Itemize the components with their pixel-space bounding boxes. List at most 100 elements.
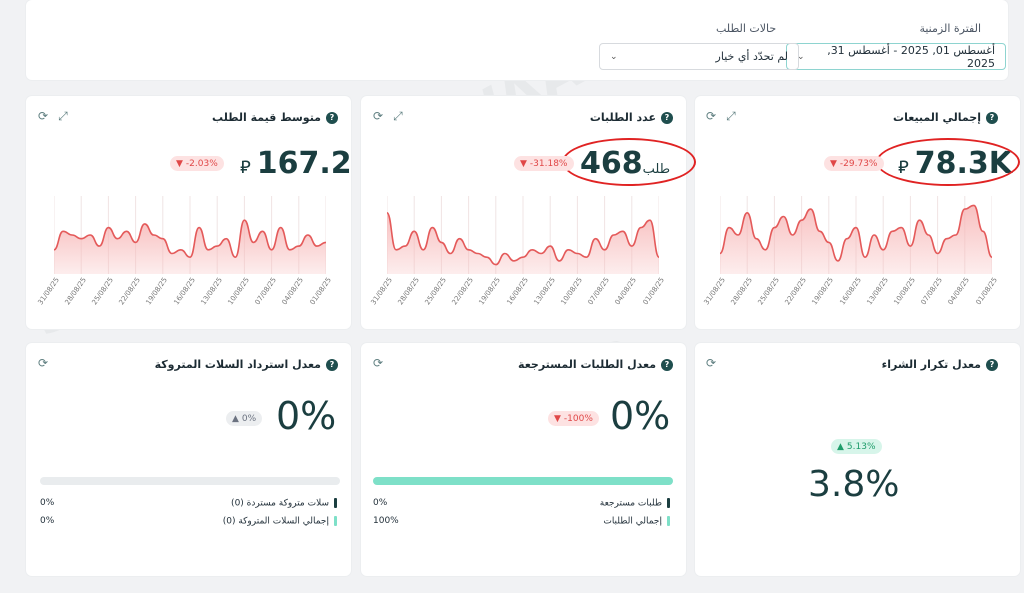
card-tools: ⟳ ⤢ — [706, 109, 736, 124]
x-tick-label: 13/08/25 — [865, 276, 890, 307]
change-badge: ▼ -29.73% — [824, 156, 884, 171]
refresh-icon[interactable]: ⟳ — [38, 356, 49, 370]
value-text: 167.2 — [256, 146, 352, 181]
x-tick-label: 28/08/25 — [396, 276, 421, 307]
help-icon[interactable]: ? — [661, 358, 673, 371]
sparkline-line — [720, 204, 992, 262]
sparkline-area — [54, 220, 326, 274]
date-range-picker[interactable]: ⌄ أغسطس 01, 2025 - أغسطس 31, 2025 — [786, 43, 1006, 70]
card-title: إجمالي المبيعات ? — [893, 111, 998, 124]
x-tick-label: 19/08/25 — [477, 276, 503, 307]
card-abandoned-rate — [26, 343, 351, 576]
x-tick-label: 07/08/25 — [919, 276, 945, 307]
x-tick-label: 04/08/25 — [613, 276, 639, 307]
legend-label: سلات متروكة مستردة (0) — [231, 498, 329, 509]
x-axis-labels: 01/08/25 04/08/25 07/08/25 10/08/25 13/08/25… — [36, 276, 333, 307]
help-icon[interactable]: ? — [326, 358, 338, 371]
legend-label: إجمالي الطلبات — [603, 516, 662, 527]
help-icon[interactable]: ? — [986, 358, 998, 371]
card-title: معدل الطلبات المسترجعة ? — [518, 358, 673, 371]
x-tick-label: 22/08/25 — [783, 276, 809, 307]
x-tick-label: 25/08/25 — [90, 276, 115, 307]
help-icon[interactable]: ? — [326, 111, 338, 124]
x-tick-label: 13/08/25 — [532, 276, 557, 307]
x-tick-label: 28/08/25 — [63, 276, 88, 307]
sparkline-line — [387, 212, 659, 266]
x-tick-label: 10/08/25 — [892, 276, 917, 307]
sparkline-line — [54, 219, 326, 259]
chevron-down-icon: ⌄ — [797, 51, 805, 62]
sparkline-area — [720, 205, 992, 274]
order-status-value: لم تحدّد أي خيار — [715, 50, 788, 63]
card-avg-order — [26, 96, 351, 329]
card-repeat-rate — [695, 343, 1020, 576]
x-tick-label: 10/08/25 — [559, 276, 584, 307]
abandoned-progress-bar — [40, 477, 340, 485]
x-tick-label: 19/08/25 — [810, 276, 836, 307]
aov-sparkline — [54, 196, 326, 274]
change-badge: ▼ -31.18% — [514, 156, 574, 171]
card-tools: ⟳ — [38, 356, 48, 370]
annotation-circle — [562, 138, 696, 186]
card-title: معدل تكرار الشراء ? — [882, 358, 998, 371]
big-value: 0% — [276, 394, 337, 438]
card-title: معدل استرداد السلات المتروكة ? — [155, 358, 338, 371]
legend-value: 100% — [373, 516, 399, 527]
x-tick-label: 13/08/25 — [199, 276, 224, 307]
refresh-icon[interactable]: ⟳ — [373, 109, 384, 123]
expand-icon[interactable]: ⤢ — [726, 109, 736, 123]
card-tools: ⟳ ⤢ — [373, 109, 403, 124]
x-tick-label: 25/08/25 — [423, 276, 448, 307]
x-tick-label: 25/08/25 — [756, 276, 781, 307]
change-badge: ▲ 5.13% — [831, 439, 882, 454]
chevron-down-icon: ⌄ — [610, 51, 618, 62]
annotation-circle — [876, 138, 1020, 186]
title-text: معدل استرداد السلات المتروكة — [154, 358, 321, 371]
title-text: عدد الطلبات — [589, 111, 656, 124]
legend-row: 0% إجمالي السلات المتروكة (0) — [40, 516, 337, 527]
currency-riyal-icon: ⃁ — [240, 157, 251, 178]
legend-row: 0% طلبات مسترجعة — [373, 498, 670, 509]
expand-icon[interactable]: ⤢ — [393, 109, 403, 123]
period-label: الفترة الزمنية — [919, 22, 981, 35]
title-text: إجمالي المبيعات — [893, 111, 981, 124]
order-status-select[interactable]: ⌄ لم تحدّد أي خيار — [599, 43, 799, 70]
refresh-icon[interactable]: ⟳ — [706, 356, 717, 370]
legend-label: طلبات مسترجعة — [599, 498, 662, 509]
x-tick-label: 22/08/25 — [117, 276, 143, 307]
x-tick-label: 19/08/25 — [144, 276, 170, 307]
title-text: متوسط قيمة الطلب — [212, 111, 321, 124]
card-title: متوسط قيمة الطلب ? — [212, 111, 338, 124]
legend-value: 0% — [40, 516, 55, 527]
sparkline-area — [387, 212, 659, 274]
filter-bar: الفترة الزمنية ⌄ أغسطس 01, 2025 - أغسطس … — [26, 0, 1008, 80]
x-tick-label: 22/08/25 — [450, 276, 476, 307]
legend-row: 0% سلات متروكة مستردة (0) — [40, 498, 337, 509]
card-tools: ⟳ — [373, 356, 383, 370]
card-returned-rate — [361, 343, 686, 576]
x-tick-label: 07/08/25 — [253, 276, 279, 307]
card-tools: ⟳ — [706, 356, 716, 370]
change-badge: ▲ 0% — [226, 411, 263, 426]
expand-icon[interactable]: ⤢ — [58, 109, 68, 123]
x-tick-label: 04/08/25 — [280, 276, 306, 307]
returned-progress-bar — [373, 477, 673, 485]
x-axis-labels: 01/08/25 04/08/25 07/08/25 10/08/25 13/08/25… — [369, 276, 666, 307]
legend-value: 0% — [40, 498, 55, 509]
x-axis-labels: 01/08/25 04/08/25 07/08/25 10/08/25 13/08/25… — [702, 276, 999, 307]
x-tick-label: 16/08/25 — [837, 276, 863, 307]
refresh-icon[interactable]: ⟳ — [38, 109, 49, 123]
status-label: حالات الطلب — [716, 22, 777, 35]
refresh-icon[interactable]: ⟳ — [706, 109, 717, 123]
legend-value: 0% — [373, 498, 388, 509]
refresh-icon[interactable]: ⟳ — [373, 356, 384, 370]
x-tick-label: 16/08/25 — [504, 276, 530, 307]
legend-label: إجمالي السلات المتروكة (0) — [222, 516, 329, 527]
card-title: عدد الطلبات ? — [590, 111, 673, 124]
help-icon[interactable]: ? — [986, 111, 998, 124]
x-tick-label: 10/08/25 — [226, 276, 251, 307]
date-range-value: أغسطس 01, 2025 - أغسطس 31, 2025 — [827, 43, 995, 70]
big-value: 0% — [610, 394, 671, 438]
help-icon[interactable]: ? — [661, 111, 673, 124]
big-value: 3.8% — [808, 464, 900, 505]
